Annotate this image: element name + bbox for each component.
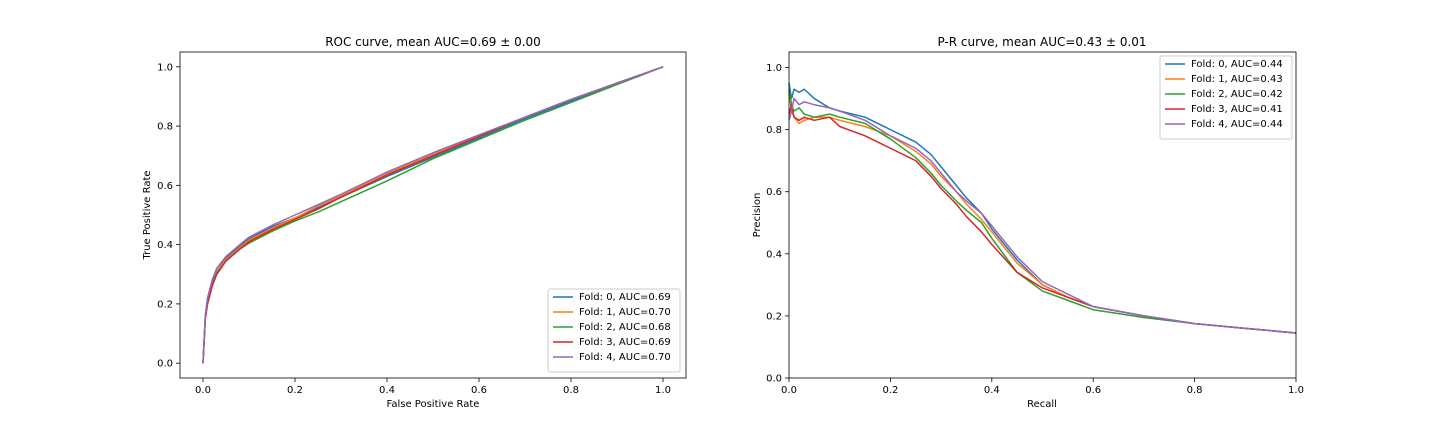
- pr-x-axis-label: Recall: [1027, 399, 1057, 410]
- pr-y-tick-label: 1.0: [766, 63, 782, 74]
- roc-legend-entry: Fold: 0, AUC=0.69: [579, 292, 671, 303]
- pr-x-tick-label: 0.0: [781, 385, 797, 396]
- pr-y-axis-label: Precision: [752, 193, 763, 238]
- roc-y-tick-label: 0.0: [157, 359, 173, 370]
- pr-y-tick-label: 0.6: [766, 187, 782, 198]
- roc-chart-title: ROC curve, mean AUC=0.69 ± 0.00: [325, 35, 541, 49]
- roc-x-tick-label: 0.6: [471, 385, 487, 396]
- roc-x-tick-label: 0.8: [563, 385, 579, 396]
- pr-legend-entry: Fold: 3, AUC=0.41: [1191, 104, 1283, 115]
- roc-y-tick-label: 1.0: [157, 62, 173, 73]
- pr-x-tick-label: 0.2: [882, 385, 898, 396]
- roc-x-axis-label: False Positive Rate: [387, 399, 480, 410]
- roc-legend: Fold: 0, AUC=0.69 Fold: 1, AUC=0.70 Fold: …: [547, 288, 681, 373]
- pr-legend-entry: Fold: 0, AUC=0.44: [1191, 59, 1283, 70]
- roc-legend-entry: Fold: 1, AUC=0.70: [579, 307, 671, 318]
- roc-legend-entry: Fold: 3, AUC=0.69: [579, 337, 671, 348]
- pr-legend-entry: Fold: 4, AUC=0.44: [1191, 119, 1283, 130]
- pr-y-tick-label: 0.0: [766, 374, 782, 385]
- pr-y-tick-label: 0.2: [766, 311, 782, 322]
- pr-plot-area: 0.0 0.2 0.4 0.6 0.8 1.0 0.0 0.2 0.4 0.6 0.8 1.0 Fold…: [766, 55, 1304, 396]
- pr-axes-frame: [788, 51, 1297, 379]
- roc-axes-frame: [179, 51, 687, 379]
- roc-y-tick-label: 0.6: [157, 181, 173, 192]
- roc-chart: ROC curve, mean AUC=0.69 ± 0.00 0.0 0.2 0.…: [142, 35, 687, 410]
- roc-legend-entry: Fold: 2, AUC=0.68: [579, 322, 671, 333]
- pr-legend-entry: Fold: 2, AUC=0.42: [1191, 89, 1283, 100]
- roc-y-tick-label: 0.2: [157, 299, 173, 310]
- roc-x-tick-label: 1.0: [655, 385, 671, 396]
- pr-y-tick-label: 0.4: [766, 249, 782, 260]
- pr-x-tick-label: 0.6: [1085, 385, 1101, 396]
- roc-legend-box: [547, 288, 681, 373]
- pr-x-tick-label: 0.8: [1187, 385, 1203, 396]
- pr-x-tick-label: 0.4: [984, 385, 1000, 396]
- pr-y-tick-label: 0.8: [766, 125, 782, 136]
- roc-y-tick-label: 0.4: [157, 240, 173, 251]
- pr-x-tick-label: 1.0: [1288, 385, 1304, 396]
- roc-legend-entry: Fold: 4, AUC=0.70: [579, 352, 671, 363]
- pr-series-line-fold-2: [788, 89, 1297, 334]
- pr-legend-entry: Fold: 1, AUC=0.43: [1191, 74, 1283, 85]
- pr-series-line-fold-4: [788, 97, 1297, 334]
- roc-x-tick-label: 0.2: [287, 385, 303, 396]
- pr-chart: P-R curve, mean AUC=0.43 ± 0.01 0.0 0.2 0.…: [752, 35, 1304, 410]
- pr-legend-box: [1159, 55, 1293, 140]
- roc-plot-area: 0.0 0.2 0.4 0.6 0.8 1.0 0.0 0.2 0.4 0.6 0.8 1.0 Fold…: [157, 62, 681, 396]
- roc-x-tick-label: 0.4: [379, 385, 395, 396]
- roc-series-line-fold-4: [202, 66, 664, 364]
- roc-y-axis-label: True Positive Rate: [142, 170, 153, 260]
- roc-y-tick-label: 0.8: [157, 122, 173, 133]
- roc-x-tick-label: 0.0: [195, 385, 211, 396]
- pr-legend: Fold: 0, AUC=0.44 Fold: 1, AUC=0.43 Fold: …: [1159, 55, 1293, 140]
- pr-chart-title: P-R curve, mean AUC=0.43 ± 0.01: [937, 35, 1146, 49]
